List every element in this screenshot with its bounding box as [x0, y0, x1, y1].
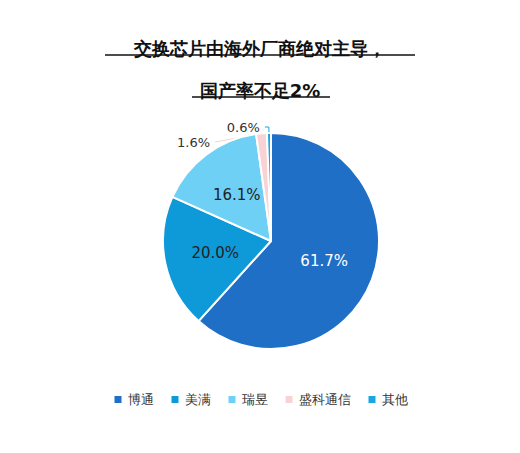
- svg-text:瑞昱: 瑞昱: [242, 392, 268, 407]
- svg-text:20.0%: 20.0%: [191, 244, 239, 262]
- svg-text:盛科通信: 盛科通信: [299, 392, 351, 407]
- svg-text:美满: 美满: [185, 392, 211, 407]
- svg-text:博通: 博通: [128, 392, 154, 407]
- svg-text:其他: 其他: [382, 392, 408, 407]
- svg-text:61.7%: 61.7%: [300, 252, 348, 270]
- svg-text:16.1%: 16.1%: [213, 186, 261, 204]
- svg-text:0.6%: 0.6%: [227, 120, 260, 135]
- svg-text:国产率不足2%: 国产率不足2%: [200, 80, 321, 101]
- svg-text:交换芯片由海外厂商绝对主导，: 交换芯片由海外厂商绝对主导，: [133, 38, 386, 59]
- svg-text:1.6%: 1.6%: [177, 135, 210, 150]
